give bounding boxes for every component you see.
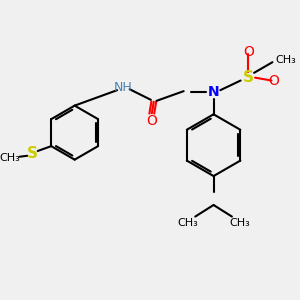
Text: O: O — [243, 45, 254, 58]
Text: N: N — [208, 85, 219, 99]
Text: S: S — [26, 146, 38, 161]
Text: CH₃: CH₃ — [177, 218, 198, 228]
Text: CH₃: CH₃ — [229, 218, 250, 228]
Text: CH₃: CH₃ — [275, 55, 296, 65]
Text: O: O — [146, 114, 157, 128]
Text: S: S — [243, 70, 254, 85]
Text: O: O — [268, 74, 279, 88]
Text: NH: NH — [113, 81, 132, 94]
Text: CH₃: CH₃ — [0, 153, 20, 163]
